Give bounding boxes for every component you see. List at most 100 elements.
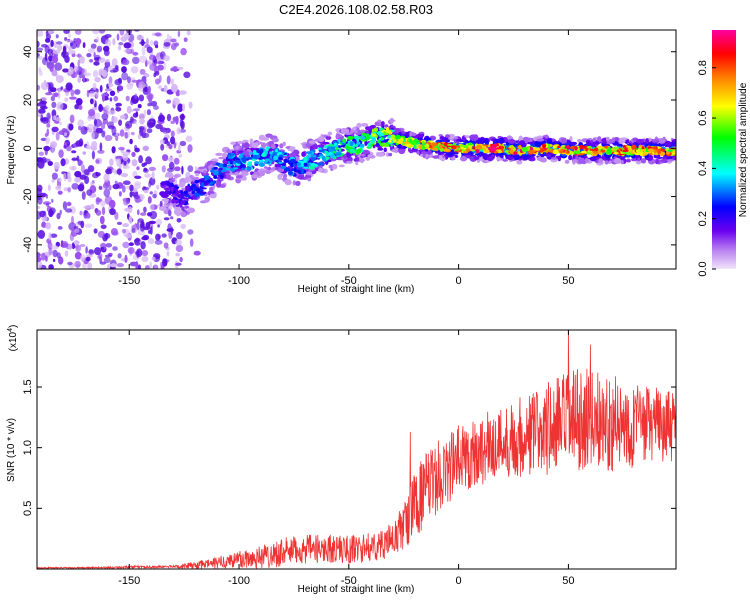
noise-speck — [71, 150, 77, 154]
noise-speck — [156, 184, 160, 190]
x-tick-label: -100 — [228, 575, 250, 587]
ridge-halo-speck — [355, 161, 359, 165]
noise-speck — [146, 46, 153, 54]
noise-speck — [189, 238, 194, 247]
ridge-core-speck — [303, 162, 308, 167]
noise-speck — [48, 264, 54, 269]
ridge-core-speck — [218, 169, 222, 174]
ridge-halo-speck — [243, 142, 250, 149]
noise-speck — [57, 226, 63, 230]
colorbar-tick-label: 0.0 — [697, 261, 709, 276]
noise-speck — [170, 43, 177, 51]
colorbar-tick-label: 0.8 — [697, 60, 709, 75]
ridge-halo-speck — [360, 158, 364, 164]
noise-speck — [166, 141, 170, 146]
ridge-core-speck — [280, 163, 287, 167]
ridge-halo-speck — [356, 122, 362, 128]
noise-speck — [45, 194, 49, 199]
noise-speck — [37, 229, 46, 239]
ridge-core-speck — [380, 136, 384, 141]
noise-speck — [79, 244, 86, 247]
y-tick-label: -40 — [22, 237, 34, 253]
noise-speck — [123, 159, 127, 166]
noise-speck — [157, 64, 165, 71]
noise-speck — [75, 98, 83, 106]
noise-speck — [114, 211, 119, 220]
noise-speck — [38, 108, 46, 114]
noise-speck — [48, 209, 54, 218]
noise-speck — [180, 223, 186, 230]
ridge-core-speck — [589, 148, 593, 151]
ridge-halo-speck — [445, 134, 451, 138]
noise-speck — [52, 258, 56, 262]
noise-speck — [111, 146, 116, 154]
noise-speck — [177, 30, 181, 37]
noise-speck — [131, 151, 136, 157]
ridge-core-speck — [300, 169, 304, 174]
noise-speck — [135, 111, 139, 118]
ridge-core-speck — [306, 155, 311, 158]
noise-speck — [136, 221, 140, 231]
ridge-halo-speck — [598, 158, 603, 164]
noise-speck — [94, 247, 102, 256]
noise-speck — [37, 102, 41, 107]
ridge-halo-speck — [226, 149, 231, 154]
noise-speck — [109, 90, 116, 97]
ridge-halo-speck — [522, 136, 530, 143]
noise-speck — [69, 232, 75, 242]
noise-speck — [117, 253, 122, 259]
ridge-core-speck — [231, 155, 234, 159]
noise-speck — [82, 205, 91, 209]
ridge-core-speck — [360, 139, 367, 142]
ridge-core-speck — [250, 152, 253, 155]
noise-speck — [145, 156, 152, 165]
noise-speck — [87, 165, 95, 173]
ridge-halo-speck — [651, 139, 659, 142]
noise-speck — [134, 120, 137, 125]
noise-speck — [154, 239, 163, 245]
noise-speck — [49, 233, 58, 238]
spectrogram-y-axis-label: Frequency (Hz) — [6, 116, 17, 185]
noise-speck — [55, 34, 59, 39]
ridge-halo-speck — [198, 166, 205, 170]
noise-speck — [85, 246, 88, 254]
ridge-halo-speck — [409, 131, 413, 137]
noise-speck — [51, 55, 59, 64]
noise-speck — [86, 53, 92, 58]
noise-speck — [178, 154, 183, 158]
ridge-halo-speck — [277, 174, 283, 180]
ridge-halo-speck — [317, 144, 325, 148]
noise-speck — [188, 101, 193, 109]
ridge-halo-speck — [167, 172, 174, 179]
noise-speck — [63, 145, 67, 149]
ridge-halo-speck — [178, 182, 185, 188]
noise-speck — [175, 115, 179, 125]
snr-y-ticks: 0.5 1.0 1.5 — [22, 379, 676, 516]
noise-speck — [173, 157, 180, 165]
noise-speck — [182, 103, 186, 112]
noise-speck — [39, 210, 46, 218]
ridge-core-speck — [321, 155, 326, 161]
noise-speck — [123, 198, 130, 206]
noise-speck — [105, 232, 109, 240]
ridge-core-speck — [254, 161, 260, 165]
noise-speck — [101, 113, 109, 121]
ridge-core-speck — [329, 153, 336, 159]
ridge-core-speck — [180, 190, 184, 196]
noise-speck — [117, 77, 122, 84]
noise-speck — [63, 172, 67, 182]
ridge-halo-speck — [331, 163, 338, 170]
ridge-halo-speck — [225, 174, 231, 180]
ridge-core-speck — [580, 150, 587, 154]
ridge-core-speck — [592, 151, 599, 154]
ridge-core-speck — [289, 162, 294, 168]
noise-speck — [143, 109, 147, 117]
snr-x-ticks: -150 -100 -50 0 50 — [118, 330, 575, 587]
x-tick-label: 50 — [562, 275, 574, 287]
ridge-halo-speck — [367, 154, 373, 158]
ridge-halo-speck — [584, 158, 590, 163]
noise-speck — [47, 30, 54, 34]
ridge-halo-speck — [237, 140, 243, 145]
noise-speck — [153, 255, 160, 263]
ridge-halo-speck — [531, 143, 535, 148]
